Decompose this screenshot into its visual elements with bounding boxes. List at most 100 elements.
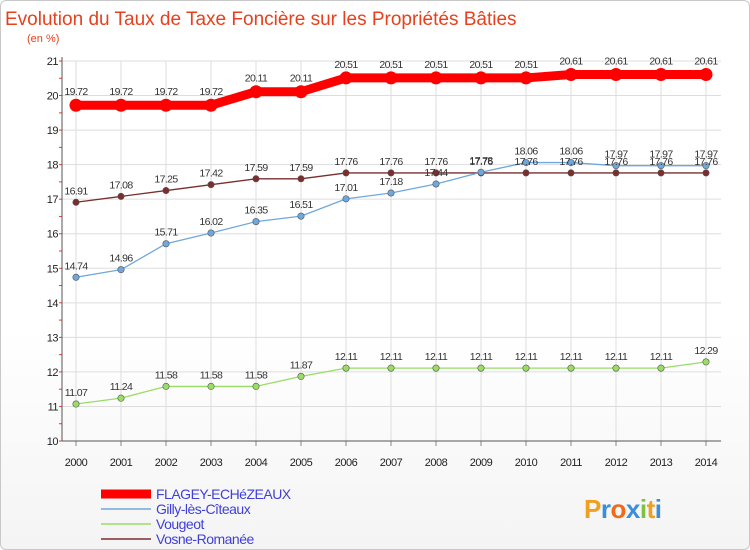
data-point: [297, 372, 305, 380]
grid: [62, 60, 721, 442]
data-labels: 19.72 19.72 19.72 19.72 20.11 20.11 20.51 20.51…: [64, 55, 719, 399]
x-tick-label: 2000: [65, 457, 88, 469]
data-label: 12.29: [694, 345, 718, 357]
data-point: [429, 71, 443, 85]
data-label: 17.08: [109, 179, 133, 191]
data-point: [342, 364, 350, 372]
data-point: [612, 169, 620, 177]
data-point: [657, 364, 665, 372]
data-point: [384, 71, 398, 85]
y-tick-label: 19: [47, 125, 59, 137]
data-label: 20.11: [245, 73, 268, 85]
data-point: [657, 169, 665, 177]
data-label: 20.51: [424, 59, 448, 71]
data-point: [609, 67, 623, 81]
x-tick-label: 2004: [245, 457, 268, 469]
data-label: 20.51: [379, 59, 403, 71]
data-point: [207, 229, 215, 237]
legend-label: Vosne-Romanée: [156, 531, 255, 547]
data-label: 12.11: [515, 351, 538, 363]
logo-letter: r: [601, 494, 611, 524]
data-point: [699, 67, 713, 81]
data-label: 20.61: [559, 55, 583, 67]
data-label: 11.24: [110, 381, 133, 393]
data-point: [294, 85, 308, 99]
data-point: [339, 71, 353, 85]
data-label: 12.11: [335, 351, 358, 363]
data-label: 17.18: [379, 176, 403, 188]
data-label: 17.44: [424, 167, 448, 179]
data-label: 17.01: [334, 182, 358, 194]
data-point: [342, 169, 350, 177]
data-label: 18.06: [559, 146, 583, 158]
x-tick-label: 2002: [155, 457, 178, 469]
data-label: 12.11: [425, 351, 448, 363]
data-label: 16.35: [244, 205, 268, 217]
x-tick-label: 2008: [425, 457, 448, 469]
data-point: [72, 400, 80, 408]
data-label: 17.76: [649, 156, 673, 168]
chart-title: Evolution du Taux de Taxe Foncière sur l…: [5, 9, 517, 30]
data-point: [567, 169, 575, 177]
data-point: [252, 382, 260, 390]
logo-letter: i: [655, 494, 662, 524]
data-point: [702, 162, 710, 170]
data-point: [522, 159, 530, 167]
data-point: [702, 169, 710, 177]
data-label: 15.71: [154, 227, 178, 239]
data-label: 17.25: [154, 174, 178, 186]
data-label: 16.02: [199, 216, 223, 228]
data-label: 11.58: [200, 369, 223, 381]
data-label: 18.06: [514, 146, 538, 158]
data-point: [432, 364, 440, 372]
y-tick-label: 14: [47, 298, 59, 310]
y-tick-label: 21: [47, 56, 59, 68]
x-tick-label: 2013: [650, 457, 673, 469]
data-label: 17.76: [559, 156, 583, 168]
data-point: [117, 394, 125, 402]
x-tick-label: 2014: [695, 457, 718, 469]
data-point: [474, 71, 488, 85]
data-label: 19.72: [154, 86, 178, 98]
x-tick-label: 2009: [470, 457, 493, 469]
data-point: [69, 98, 83, 112]
data-label: 11.07: [65, 387, 88, 399]
y-tick-label: 18: [47, 160, 59, 172]
data-label: 19.72: [109, 86, 133, 98]
y-tick-label: 12: [47, 367, 59, 379]
data-label: 17.97: [649, 149, 673, 161]
data-point: [72, 198, 80, 206]
logo-letter: P: [584, 494, 601, 524]
x-tick-label: 2011: [560, 457, 582, 469]
data-label: 17.78: [469, 155, 493, 167]
y-tick-label: 10: [47, 436, 59, 448]
data-label: 16.91: [64, 185, 88, 197]
logo-letter: i: [640, 494, 647, 524]
data-point: [522, 169, 530, 177]
legend-label: Vougeot: [156, 516, 204, 532]
data-label: 20.61: [649, 55, 673, 67]
data-point: [567, 364, 575, 372]
data-point: [477, 364, 485, 372]
data-point: [564, 67, 578, 81]
data-label: 19.72: [64, 86, 88, 98]
data-point: [702, 358, 710, 366]
data-label: 17.59: [289, 162, 313, 174]
logo-letter: t: [647, 494, 656, 524]
x-tick-label: 2006: [335, 457, 358, 469]
data-label: 17.97: [694, 149, 718, 161]
y-tick-label: 15: [47, 263, 59, 275]
data-label: 17.76: [514, 156, 538, 168]
data-point: [387, 169, 395, 177]
data-label: 20.51: [469, 59, 493, 71]
y-tick-label: 13: [47, 332, 59, 344]
data-label: 17.76: [694, 156, 718, 168]
data-point: [249, 85, 263, 99]
data-label: 11.58: [155, 369, 178, 381]
data-label: 20.51: [334, 59, 358, 71]
data-point: [252, 218, 260, 226]
data-point: [432, 180, 440, 188]
data-point: [297, 175, 305, 183]
